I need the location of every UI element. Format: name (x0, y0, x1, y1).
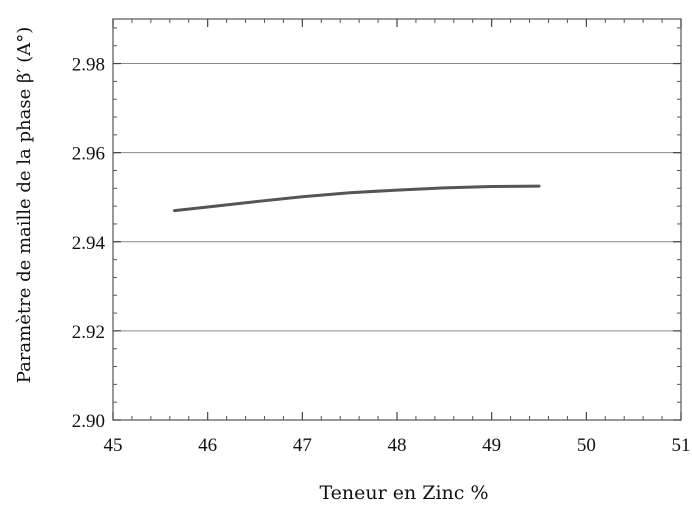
y-tick-label: 2.90 (72, 411, 105, 432)
y-tick-label: 2.96 (72, 144, 105, 165)
minor-ticks (113, 19, 681, 420)
x-tick-labels: 45 46 47 48 49 50 51 (104, 435, 691, 456)
plot-area (112, 18, 682, 421)
x-tick-label: 48 (388, 435, 407, 456)
gridlines (113, 63, 681, 332)
x-tick-label: 50 (577, 435, 596, 456)
y-tick-label: 2.94 (72, 233, 106, 254)
x-tick-label: 51 (672, 435, 691, 456)
y-tick-label: 2.98 (72, 55, 105, 76)
x-axis-label: Teneur en Zinc % (319, 482, 488, 504)
x-tick-label: 46 (198, 435, 217, 456)
x-tick-label: 47 (293, 435, 312, 456)
y-tick-label: 2.92 (72, 322, 105, 343)
x-tick-label: 49 (482, 435, 501, 456)
x-tick-label: 45 (104, 435, 123, 456)
series-line (173, 184, 541, 213)
y-axis-label: Paramètre de maille de la phase β′ (A°) (14, 27, 35, 383)
y-tick-labels: 2.90 2.92 2.94 2.96 2.98 (72, 55, 106, 432)
major-ticks (112, 19, 682, 421)
series-layer (173, 184, 541, 213)
